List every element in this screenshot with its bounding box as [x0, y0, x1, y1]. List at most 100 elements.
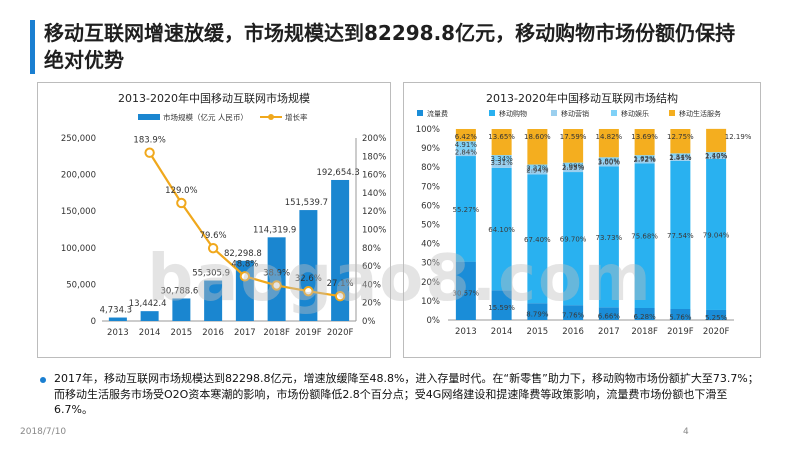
structure-value-label: 8.79%: [526, 311, 549, 319]
structure-value-label: 73.73%: [596, 234, 623, 242]
slide-title: 移动互联网增速放缓，市场规模达到82298.8亿元，移动购物市场份额仍保持绝对优…: [44, 21, 736, 72]
structure-bar-segment: [527, 168, 548, 175]
x-tick-label: 2017: [234, 328, 256, 338]
y-right-tick-label: 200%: [362, 134, 386, 144]
structure-value-label: 12.19%: [725, 133, 752, 141]
y-right-tick-label: 140%: [362, 189, 386, 199]
legend-label-market-size: 市场规模（亿元 人民币）: [163, 112, 248, 122]
y-tick-label: 40%: [421, 240, 440, 250]
market-size-value-label: 13,442.4: [129, 299, 167, 309]
structure-value-label: 55.27%: [453, 206, 480, 214]
market-size-chart: 市场规模（亿元 人民币） 增长率 0 50,000 100,000 150,000 200,…: [61, 112, 386, 338]
structure-bar-segment: [527, 174, 548, 304]
structure-value-label: 5.25%: [705, 314, 728, 322]
structure-bar-segment: [598, 157, 619, 161]
x-tick-label: 2018F: [631, 327, 658, 337]
structure-bar-segment: [455, 141, 476, 151]
structure-bar-segment: [491, 290, 512, 320]
legend-label-3: 移动营销: [561, 109, 589, 118]
legend-label-5: 移动生活服务: [679, 109, 721, 118]
x-tick-label: 2016: [202, 328, 224, 338]
legend-label-growth-rate: 增长率: [285, 112, 308, 122]
growth-rate-label: 38.9%: [263, 268, 290, 278]
page-number: 4: [683, 427, 689, 437]
structure-value-label: 1.54%: [669, 153, 692, 161]
market-size-bar: [172, 298, 191, 321]
structure-value-label: 4.91%: [455, 141, 478, 149]
footer-date: 2018/7/10: [20, 427, 67, 437]
structure-bar-segment: [634, 308, 655, 320]
y-left-tick-label: 200,000: [61, 171, 96, 181]
structure-bar-segment: [527, 129, 548, 165]
structure-bar-segment: [598, 307, 619, 320]
structure-value-label: 2.94%: [526, 167, 549, 175]
growth-rate-label: 48.8%: [231, 259, 258, 269]
legend-swatch-market-size: [138, 114, 160, 120]
x-tick-label: 2020F: [327, 328, 354, 338]
y-tick-label: 20%: [421, 278, 440, 288]
growth-rate-label: 79.6%: [200, 231, 227, 241]
structure-value-label: 2.19%: [705, 153, 728, 161]
structure-bar-segment: [670, 156, 691, 161]
structure-value-label: 6.42%: [455, 133, 478, 141]
y-tick-label: 90%: [421, 144, 440, 154]
structure-bar-segment: [706, 128, 727, 153]
growth-rate-point: [176, 197, 187, 209]
structure-bar-segment: [670, 153, 691, 157]
x-tick-label: 2014: [139, 328, 161, 338]
structure-value-label: 18.60%: [524, 133, 551, 141]
legend-swatch-2: [489, 110, 495, 116]
y-right-tick-label: 120%: [362, 207, 386, 217]
structure-value-label: 13.69%: [631, 133, 658, 141]
legend-label-2: 移动购物: [499, 109, 527, 118]
structure-bar-segment: [634, 163, 655, 309]
structure-value-label: 64.10%: [488, 226, 515, 234]
structure-value-label: 1.80%: [598, 157, 621, 165]
structure-bar-segment: [527, 303, 548, 320]
structure-value-label: 75.68%: [631, 233, 658, 241]
y-tick-label: 100%: [416, 125, 440, 135]
market-structure-chart-title: 2013-2020年中国移动互联网市场结构: [486, 92, 678, 105]
structure-bar-segment: [670, 308, 691, 320]
structure-value-label: 67.40%: [524, 236, 551, 244]
structure-value-label: 12.75%: [667, 133, 694, 141]
legend-swatch-3: [551, 110, 557, 116]
y-right-tick-label: 0%: [362, 317, 376, 327]
structure-bar-segment: [670, 129, 691, 154]
structure-bar-segment: [491, 167, 512, 291]
structure-bar-segment: [455, 128, 476, 142]
x-tick-label: 2015: [171, 328, 193, 338]
structure-bar-segment: [455, 261, 476, 320]
y-left-tick-label: 150,000: [61, 207, 96, 217]
x-tick-label: 2014: [491, 327, 513, 337]
structure-bar-segment: [706, 152, 727, 155]
growth-rate-point: [334, 291, 346, 302]
market-size-bar: [267, 237, 286, 321]
structure-bar-segment: [563, 162, 584, 167]
structure-bar-segment: [670, 160, 691, 309]
y-tick-label: 50%: [421, 221, 440, 231]
structure-bar-segment: [598, 128, 619, 158]
structure-value-label: 3.00%: [598, 158, 621, 166]
structure-bar-segment: [598, 160, 619, 167]
x-tick-label: 2018F: [263, 328, 290, 338]
x-tick-label: 2017: [598, 327, 620, 337]
market-structure-chart-panel: 2013-2020年中国移动互联网市场结构 流量费 移动购物 移动营销 移动娱乐 移动生…: [403, 82, 761, 358]
market-size-value-label: 192,654.3: [316, 168, 359, 178]
structure-bar-segment: [634, 155, 655, 159]
structure-bar-segment: [563, 305, 584, 320]
structure-value-label: 1.99%: [562, 163, 585, 171]
market-size-chart-title: 2013-2020年中国移动互联网市场规模: [118, 92, 310, 105]
y-tick-label: 10%: [421, 297, 440, 307]
structure-bar-segment: [527, 164, 548, 169]
growth-rate-point: [239, 271, 251, 282]
structure-value-label: 1.62%: [634, 155, 657, 163]
structure-bar-segment: [491, 129, 512, 156]
summary-text: 2017年，移动互联网市场规模达到82298.8亿元，增速放缓降至48.8%，进…: [54, 372, 759, 416]
structure-bar-segment: [563, 166, 584, 173]
market-size-value-label: 151,539.7: [285, 198, 328, 208]
structure-bar-segment: [634, 158, 655, 164]
x-tick-label: 2015: [527, 327, 549, 337]
structure-bar-segment: [563, 129, 584, 163]
x-tick-label: 2013: [107, 328, 129, 338]
